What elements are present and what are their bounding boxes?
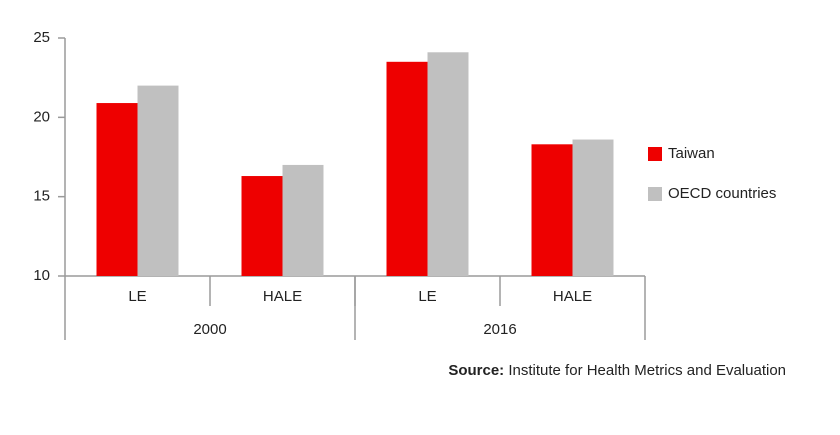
x-tick-label: HALE xyxy=(263,288,302,305)
bar xyxy=(137,85,179,276)
x-tick-label: LE xyxy=(128,288,146,305)
bar xyxy=(96,103,138,276)
bar xyxy=(427,52,469,276)
x-tick-label: HALE xyxy=(553,288,592,305)
y-tick-label: 15 xyxy=(33,188,50,205)
y-tick-label: 25 xyxy=(33,29,50,46)
source-label: Source: xyxy=(448,362,504,379)
y-tick-label: 20 xyxy=(33,108,50,125)
legend-swatch xyxy=(648,147,662,161)
legend-label: Taiwan xyxy=(668,145,715,162)
group-label: 2016 xyxy=(483,321,516,338)
bar xyxy=(531,144,573,276)
bar xyxy=(572,139,614,276)
legend-label: OECD countries xyxy=(668,185,776,202)
group-label: 2000 xyxy=(193,321,226,338)
bar xyxy=(282,164,324,276)
y-tick-label: 10 xyxy=(33,267,50,284)
x-tick-label: LE xyxy=(418,288,436,305)
source-text: Institute for Health Metrics and Evaluat… xyxy=(508,362,786,379)
bar xyxy=(386,61,428,276)
source: Source: Institute for Health Metrics and… xyxy=(448,362,786,379)
legend-swatch xyxy=(648,187,662,201)
bar xyxy=(241,176,283,276)
